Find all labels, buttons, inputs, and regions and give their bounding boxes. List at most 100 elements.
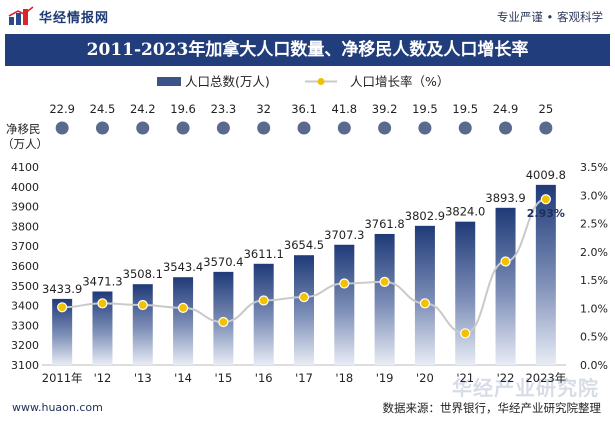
net-migration-value: 32 (256, 102, 271, 116)
bar-value-label: 4009.8 (526, 168, 566, 182)
y-tick-label: 4000 (11, 181, 39, 194)
y-axis-right: 0.0% 0.5% 1.0% 1.5% 2.0% 2.5% 3.0% 3.5% (580, 161, 608, 372)
net-migration-dot (458, 121, 472, 135)
y-tick-label: 3900 (11, 201, 39, 214)
y2-tick-label: 1.0% (580, 302, 608, 315)
bar-value-label: 3654.5 (284, 238, 324, 252)
net-migration-row: 22.9 24.5 24.2 19.6 23.3 32 36.1 41.8 39.2 19.5 19… (49, 102, 553, 135)
net-migration-value: 41.8 (332, 102, 358, 116)
x-tick-label: '19 (376, 371, 394, 385)
growth-marker (258, 295, 269, 306)
bar-value-label: 3433.9 (42, 282, 82, 296)
bar-value-label: 3802.9 (405, 209, 445, 223)
y2-tick-label: 1.5% (580, 274, 608, 287)
net-migration-dot (418, 121, 432, 135)
net-migration-dot (337, 121, 351, 135)
net-migration-value: 24.5 (90, 102, 116, 116)
net-migration-dot (216, 121, 230, 135)
legend-marker-swatch (317, 78, 325, 85)
brand-slogan: 专业严谨 • 客观科学 (496, 10, 603, 24)
growth-line-series (57, 194, 551, 339)
logo-icon (8, 6, 34, 25)
population-bar (455, 221, 476, 365)
net-migration-label-2: （万人） (2, 137, 48, 151)
y2-tick-label: 2.5% (580, 218, 608, 231)
population-bar (52, 298, 73, 365)
x-tick-label: '21 (456, 371, 474, 385)
y2-tick-label: 3.5% (580, 161, 608, 174)
population-bar (334, 244, 355, 365)
y-tick-label: 3300 (11, 319, 39, 332)
y2-tick-label: 0.0% (580, 359, 608, 372)
net-migration-dot (176, 121, 190, 135)
legend: 人口总数(万人) 人口增长率（%） (157, 74, 449, 89)
x-axis-labels: 2011年 '12 '13 '14 '15 '16 '17 '18 '19 '20 '21 '22 20… (42, 371, 566, 385)
net-migration-value: 24.9 (493, 102, 519, 116)
population-bar (535, 184, 556, 365)
net-migration-dot (378, 121, 392, 135)
bar-value-label: 3471.3 (82, 274, 122, 288)
y-tick-label: 3500 (11, 280, 39, 293)
y-tick-label: 3200 (11, 339, 39, 352)
legend-bar-swatch (157, 77, 181, 86)
net-migration-value: 19.5 (452, 102, 478, 116)
x-tick-label: 2023年 (525, 371, 566, 385)
net-migration-dot (499, 121, 513, 135)
chart-area: 人口总数(万人) 人口增长率（%） 净移民 （万人） 3100320033003… (2, 74, 608, 385)
top-bar: 华经情报网 专业严谨 • 客观科学 (0, 0, 615, 34)
y-tick-label: 3700 (11, 240, 39, 253)
net-migration-dot (136, 121, 150, 135)
x-tick-label: '22 (497, 371, 515, 385)
net-migration-value: 39.2 (372, 102, 398, 116)
net-migration-value: 24.2 (130, 102, 156, 116)
x-tick-label: '16 (255, 371, 273, 385)
x-tick-label: '18 (335, 371, 353, 385)
population-bar (132, 284, 153, 365)
net-migration-value: 36.1 (291, 102, 317, 116)
x-tick-label: '17 (295, 371, 313, 385)
population-bar (374, 233, 395, 365)
growth-marker (419, 298, 431, 309)
net-migration-dot (539, 121, 553, 135)
population-bar (294, 255, 314, 365)
legend-label-population: 人口总数(万人) (185, 74, 270, 89)
brand-logo[interactable]: 华经情报网 (8, 6, 109, 26)
growth-marker (177, 302, 189, 313)
chart-title: 2011-2023年加拿大人口数量、净移民人数及人口增长率 (86, 40, 529, 60)
bar-value-label: 3543.4 (163, 260, 203, 274)
growth-marker (379, 276, 390, 287)
y2-tick-label: 3.0% (580, 189, 608, 202)
brand-name: 华经情报网 (39, 10, 110, 26)
growth-marker (218, 316, 229, 328)
net-migration-dot (55, 121, 69, 135)
bar-value-label: 3508.1 (123, 267, 163, 281)
bar-series (52, 184, 556, 365)
population-bar (253, 263, 274, 365)
growth-marker (339, 278, 350, 289)
net-migration-value: 23.3 (211, 102, 237, 116)
y2-tick-label: 0.5% (580, 331, 608, 344)
growth-marker (500, 256, 511, 267)
footer-url[interactable]: www.huaon.com (12, 401, 103, 414)
net-migration-value: 22.9 (49, 102, 75, 116)
bar-value-label: 3893.9 (485, 191, 525, 205)
y-axis-left: 3100 3200 3300 3400 3500 3600 3700 3800 3900 4000… (11, 161, 39, 372)
title-bar: 2011-2023年加拿大人口数量、净移民人数及人口增长率 (5, 34, 610, 66)
bar-value-label: 3707.3 (324, 228, 364, 242)
x-tick-label: 2011年 (42, 371, 83, 385)
y2-tick-label: 2.0% (580, 246, 608, 259)
bar-value-label: 3824.0 (445, 205, 485, 219)
net-migration-value: 19.6 (170, 102, 196, 116)
y-tick-label: 4100 (11, 161, 39, 174)
bar-value-label: 3611.1 (244, 247, 284, 261)
bar-value-label: 3570.4 (203, 255, 243, 269)
growth-rate-label: 2.93% (527, 207, 565, 220)
net-migration-dot (95, 121, 109, 135)
net-migration-value: 19.5 (412, 102, 438, 116)
growth-marker (137, 299, 148, 311)
population-bar (495, 207, 516, 365)
growth-marker (540, 194, 551, 205)
legend-label-growth: 人口增长率（%） (350, 74, 449, 89)
y-tick-label: 3400 (11, 300, 39, 313)
population-bar (173, 277, 194, 365)
